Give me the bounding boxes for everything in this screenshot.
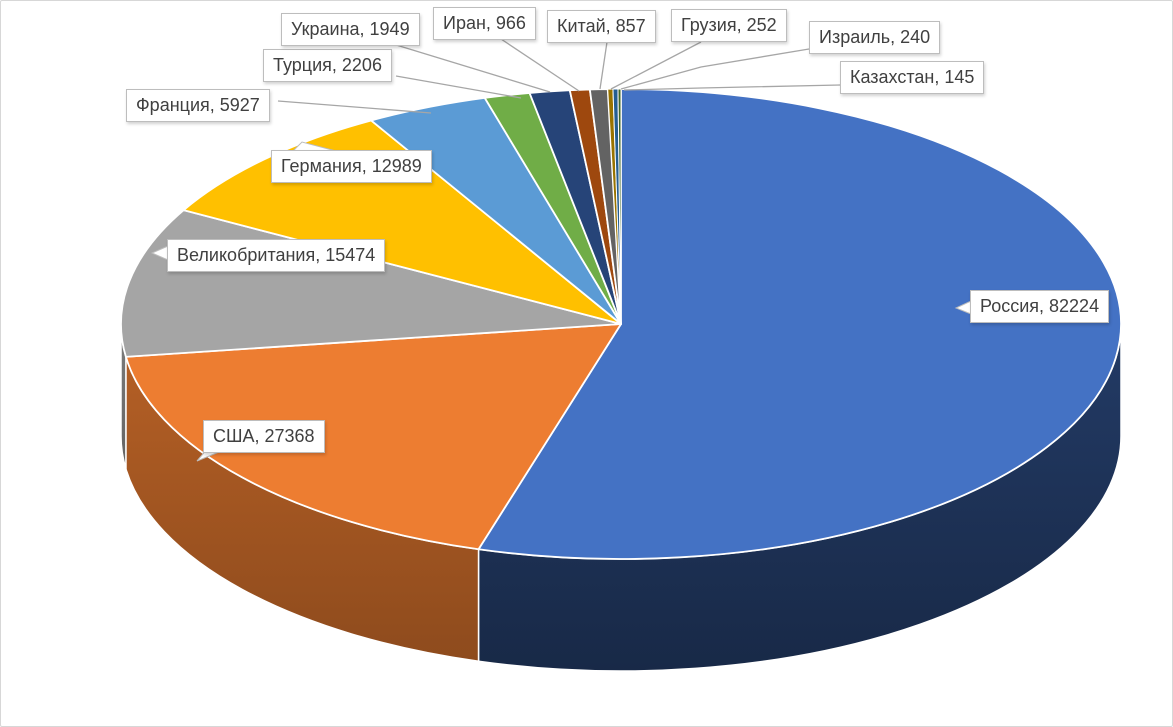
data-label-3[interactable]: Германия, 12989 bbox=[271, 150, 432, 183]
pie-slice-1[interactable] bbox=[124, 323, 622, 551]
leader-line-9 bbox=[610, 41, 702, 90]
data-label-11[interactable]: Казахстан, 145 bbox=[840, 61, 985, 94]
leader-line-10 bbox=[620, 48, 810, 90]
leader-line-6 bbox=[392, 43, 551, 93]
pie-slice-0[interactable] bbox=[477, 88, 1122, 560]
leader-line-7 bbox=[500, 38, 580, 92]
leader-line-8 bbox=[599, 41, 608, 90]
data-label-9[interactable]: Грузия, 252 bbox=[671, 9, 787, 42]
leader-line-5 bbox=[395, 75, 522, 99]
data-label-1[interactable]: США, 27368 bbox=[203, 420, 325, 453]
data-label-0[interactable]: Россия, 82224 bbox=[970, 290, 1110, 323]
data-label-2[interactable]: Великобритания, 15474 bbox=[167, 239, 386, 272]
data-label-10[interactable]: Израиль, 240 bbox=[809, 21, 941, 54]
pie-slice-11[interactable] bbox=[617, 88, 622, 325]
data-label-6[interactable]: Украина, 1949 bbox=[281, 13, 420, 46]
data-label-5[interactable]: Турция, 2206 bbox=[263, 49, 392, 82]
leader-line-11 bbox=[623, 84, 841, 91]
data-label-8[interactable]: Китай, 857 bbox=[547, 10, 656, 43]
data-label-7[interactable]: Иран, 966 bbox=[433, 7, 536, 40]
data-label-4[interactable]: Франция, 5927 bbox=[126, 89, 270, 122]
leader-line-4 bbox=[277, 100, 432, 114]
